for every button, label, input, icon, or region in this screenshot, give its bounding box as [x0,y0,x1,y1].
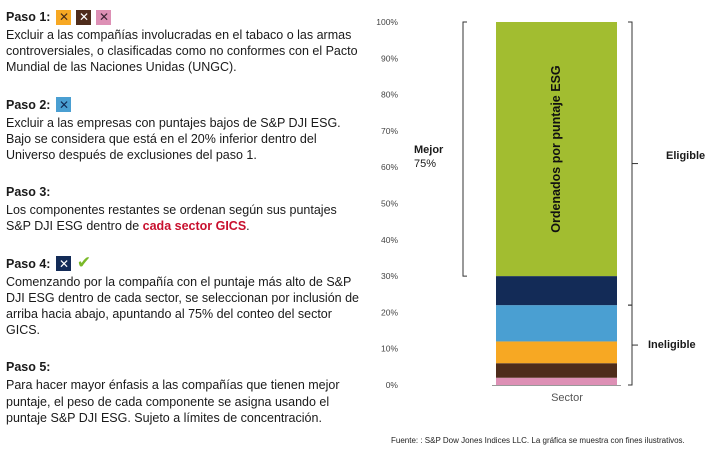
step-5-header: Paso 5: [6,358,362,376]
eligible-label: Eligible [666,150,706,162]
step-5: Paso 5: Para hacer mayor énfasis a las c… [6,358,362,426]
mejor-bracket [462,21,467,277]
y-tick-label: 100% [376,17,398,27]
step-3-highlight: cada sector GICS [142,219,247,234]
y-tick-label: 70% [381,126,398,136]
step-3-title: Paso 3: [6,185,51,200]
step-5-text: Para hacer mayor énfasis a las compañías… [6,378,340,425]
step-3-text-end: . [246,219,250,234]
step-2: Paso 2: ✕ Excluir a las empresas con pun… [6,96,362,164]
step-1-header: Paso 1: ✕ ✕ ✕ [6,8,362,26]
step-4-title: Paso 4: [6,256,51,271]
y-tick-label: 30% [381,271,398,281]
bar-segment-orange [496,341,617,364]
y-tick-label: 10% [381,344,398,354]
step-4-text: Comenzando por la compañía con el puntaj… [6,274,359,338]
y-tick-label: 90% [381,53,398,63]
navy-x-icon: ✕ [56,256,72,272]
step-3: Paso 3: Los componentes restantes se ord… [6,183,362,234]
green-check-icon: ✔ [76,253,92,274]
step-2-text: Excluir a las empresas con puntajes bajo… [6,115,341,163]
bar-segment-navy [496,276,617,306]
step-1: Paso 1: ✕ ✕ ✕ Excluir a las compañías in… [6,8,362,76]
blue-x-icon: ✕ [56,97,72,113]
source-note: Fuente: : S&P Dow Jones Indices LLC. La … [391,436,685,445]
y-tick-label: 80% [381,90,398,100]
step-1-title: Paso 1: [6,10,51,24]
ineligible-label: Ineligible [648,339,696,351]
mejor-label: Mejor [414,144,444,156]
brown-x-icon: ✕ [76,9,92,25]
step-4: Paso 4: ✕ ✔ Comenzando por la compañía c… [6,255,362,339]
x-category-label: Sector [551,392,583,404]
orange-x-icon: ✕ [56,9,72,25]
ineligible-bracket [628,304,633,386]
steps-panel: Paso 1: ✕ ✕ ✕ Excluir a las compañías in… [6,8,362,446]
y-tick-label: 50% [381,199,398,209]
eligible-bracket [628,21,633,306]
chart-canvas: 0% 10% 20% 30% 40% 50% 60% 70% 80% 90% 100% Ordenad… [376,17,638,390]
bar-segment-pink [496,377,617,385]
step-1-text: Excluir a las compañías involucradas en … [6,28,358,75]
bar-segment-green [496,22,617,277]
y-tick-label: 20% [381,307,398,317]
step-3-text-main: Los componentes restantes se ordenan seg… [6,203,337,234]
mejor-percent: 75% [414,158,437,170]
step-3-text: Los componentes restantes se ordenan seg… [6,202,362,234]
step-3-header: Paso 3: [6,183,362,201]
step-5-title: Paso 5: [6,360,51,375]
bar-segment-brown [496,363,617,378]
bar-segment-blue [496,305,617,342]
step-4-header: Paso 4: ✕ ✔ [6,255,362,273]
y-tick-label: 60% [381,162,398,172]
y-tick-label: 0% [386,380,399,390]
y-tick-label: 40% [381,235,398,245]
step-2-header: Paso 2: ✕ [6,96,362,114]
pink-x-icon: ✕ [96,9,112,25]
bar-label: Ordenados por puntaje ESG [549,65,563,232]
step-2-title: Paso 2: [6,97,51,112]
stacked-bar-chart: 0% 10% 20% 30% 40% 50% 60% 70% 80% 90% 100% Ordenad… [362,0,722,453]
mejor-annotation: Mejor 75% [414,143,443,171]
